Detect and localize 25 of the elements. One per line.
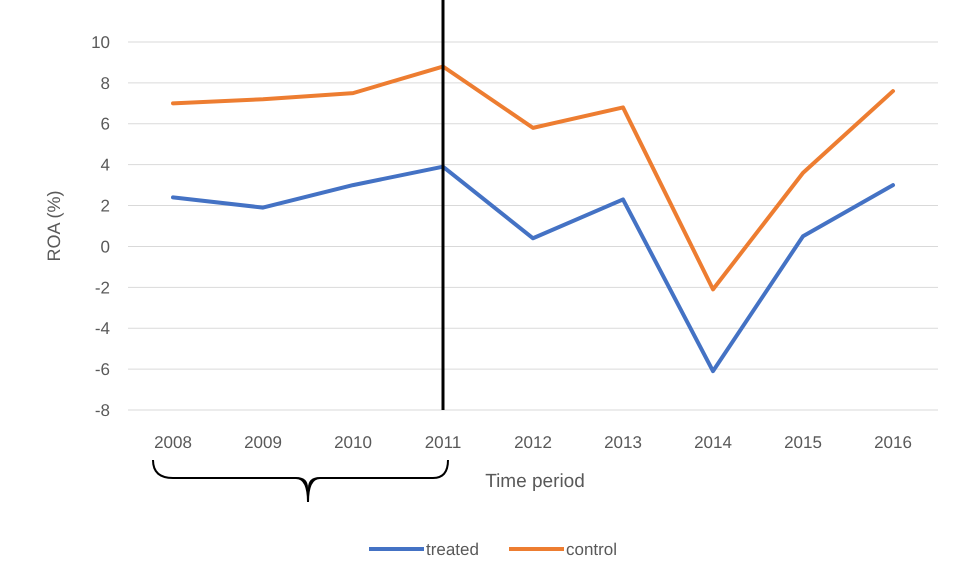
x-tick-label: 2013 bbox=[604, 433, 642, 452]
y-tick-label: -4 bbox=[94, 319, 110, 338]
x-tick-label: 2012 bbox=[514, 433, 552, 452]
y-axis-title: ROA (%) bbox=[44, 190, 64, 262]
x-tick-label: 2011 bbox=[424, 433, 462, 452]
line-series bbox=[171, 64, 895, 292]
x-tick-label: 2016 bbox=[874, 433, 912, 452]
legend-label: control bbox=[566, 540, 618, 559]
x-tick-label: 2015 bbox=[784, 433, 822, 452]
x-axis-title: Time period bbox=[485, 471, 585, 492]
x-tick-label: 2009 bbox=[244, 433, 282, 452]
y-tick-label: -6 bbox=[94, 360, 110, 380]
y-tick-label: 10 bbox=[91, 32, 110, 52]
y-tick-label: 0 bbox=[100, 237, 110, 256]
y-tick-label: -2 bbox=[94, 278, 110, 298]
y-tick-label: 4 bbox=[100, 156, 110, 175]
y-tick-label: 6 bbox=[100, 114, 110, 134]
x-tick-label: 2014 bbox=[694, 433, 732, 452]
x-tick-label: 2010 bbox=[334, 433, 372, 452]
x-tick-label: 2008 bbox=[154, 433, 192, 452]
legend-label: treated bbox=[426, 540, 479, 559]
y-tick-label: -8 bbox=[94, 400, 110, 420]
y-tick-label: 8 bbox=[100, 74, 110, 93]
line-series bbox=[171, 164, 895, 374]
y-tick-label: 2 bbox=[100, 196, 110, 216]
